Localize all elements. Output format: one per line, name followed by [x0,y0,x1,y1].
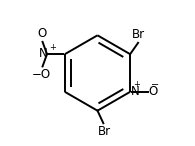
Text: +: + [49,43,56,52]
Text: +: + [133,80,140,89]
Text: Br: Br [132,28,145,41]
Text: N: N [130,85,139,98]
Text: N: N [39,47,47,60]
Text: Br: Br [98,125,112,138]
Text: O: O [148,85,158,98]
Text: O: O [37,27,46,40]
Text: −O: −O [32,68,51,81]
Text: −: − [151,80,159,90]
